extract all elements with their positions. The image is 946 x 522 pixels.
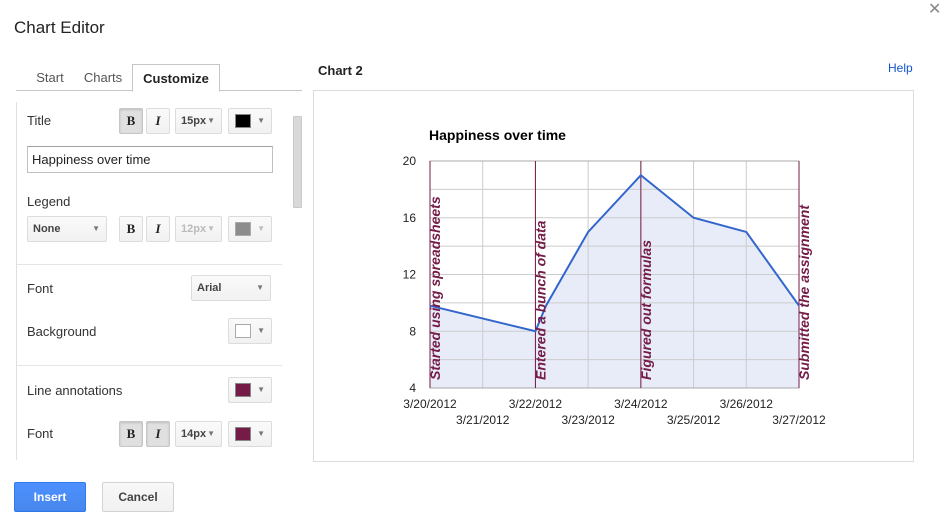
x-tick-label: 3/20/2012 xyxy=(403,397,457,411)
annotation-label: Figured out formulas xyxy=(638,240,654,380)
panel-scrollbar[interactable] xyxy=(293,116,302,208)
annotation-italic-button[interactable]: I xyxy=(146,421,170,447)
x-tick-label: 3/24/2012 xyxy=(614,397,668,411)
chart-title: Happiness over time xyxy=(429,127,566,143)
chart-preview: 4 8 12 16 20 3/20/2012 3/21/2012 3/22/2012 3/23/… xyxy=(313,90,914,462)
cancel-button[interactable]: Cancel xyxy=(102,482,174,512)
legend-bold-button[interactable]: B xyxy=(119,216,143,242)
title-label: Title xyxy=(27,113,52,128)
annotation-size-value: 14px xyxy=(181,428,207,440)
legend-size-dropdown[interactable]: 12px ▼ xyxy=(175,216,222,242)
annotation-label: Submitted the assignment xyxy=(796,204,812,380)
x-tick-label: 3/26/2012 xyxy=(720,397,774,411)
title-bold-button[interactable]: B xyxy=(119,108,143,134)
chevron-down-icon: ▼ xyxy=(256,283,264,292)
chart-name: Chart 2 xyxy=(318,63,363,78)
font-family-dropdown[interactable]: Arial ▼ xyxy=(191,275,271,301)
chart-svg: 4 8 12 16 20 3/20/2012 3/21/2012 3/22/2012 3/23/… xyxy=(403,127,826,427)
line-annotations-label: Line annotations xyxy=(27,383,123,398)
y-tick-label: 4 xyxy=(409,381,416,395)
legend-italic-button[interactable]: I xyxy=(146,216,170,242)
title-size-value: 15px xyxy=(181,115,207,127)
tab-charts[interactable]: Charts xyxy=(83,70,123,85)
legend-color-swatch xyxy=(235,222,251,236)
legend-size-value: 12px xyxy=(181,223,207,235)
help-link[interactable]: Help xyxy=(888,61,913,75)
y-tick-label: 20 xyxy=(403,154,417,168)
background-color-picker[interactable]: ▼ xyxy=(228,318,272,344)
insert-button[interactable]: Insert xyxy=(14,482,86,512)
legend-color-picker[interactable]: ▼ xyxy=(228,216,272,242)
chevron-down-icon: ▼ xyxy=(207,116,215,125)
legend-position-dropdown[interactable]: None ▼ xyxy=(27,216,107,242)
annotation-color-swatch xyxy=(235,427,251,441)
chevron-down-icon: ▼ xyxy=(257,116,265,125)
x-tick-label: 3/22/2012 xyxy=(509,397,563,411)
editor-tabs: Start Charts Customize xyxy=(16,64,302,92)
close-icon[interactable]: ✕ xyxy=(928,1,942,18)
annotation-color-picker[interactable]: ▼ xyxy=(228,421,272,447)
series-area xyxy=(430,175,799,388)
font-family-value: Arial xyxy=(197,282,222,294)
y-tick-label: 8 xyxy=(409,324,416,338)
line-annotations-color-picker[interactable]: ▼ xyxy=(228,377,272,403)
y-tick-label: 12 xyxy=(403,268,417,282)
line-annotations-color-swatch xyxy=(235,383,251,397)
annotation-size-dropdown[interactable]: 14px ▼ xyxy=(175,421,222,447)
chevron-down-icon: ▼ xyxy=(207,224,215,233)
annotation-label: Entered a bunch of data xyxy=(532,220,548,380)
font-label: Font xyxy=(27,281,54,296)
title-color-swatch xyxy=(235,114,251,128)
annotation-font-label: Font xyxy=(27,426,54,441)
chevron-down-icon: ▼ xyxy=(257,224,265,233)
chevron-down-icon: ▼ xyxy=(92,224,100,233)
x-tick-label: 3/25/2012 xyxy=(667,413,721,427)
legend-label: Legend xyxy=(27,194,71,209)
x-tick-label: 3/23/2012 xyxy=(561,413,615,427)
chevron-down-icon: ▼ xyxy=(257,326,265,335)
title-size-dropdown[interactable]: 15px ▼ xyxy=(175,108,222,134)
chart-title-input[interactable] xyxy=(27,146,273,173)
background-label: Background xyxy=(27,324,97,339)
chevron-down-icon: ▼ xyxy=(257,385,265,394)
y-tick-label: 16 xyxy=(403,211,417,225)
section-divider xyxy=(17,365,282,366)
tab-customize[interactable]: Customize xyxy=(132,64,220,92)
annotation-label: Started using spreadsheets xyxy=(427,196,443,380)
series-line xyxy=(429,173,800,333)
annotation-bold-button[interactable]: B xyxy=(119,421,143,447)
customize-panel: Title B I 15px▼ ▼ Legend None▼ B I 12px▼… xyxy=(16,102,282,460)
tab-start[interactable]: Start xyxy=(36,70,64,85)
x-tick-label: 3/27/2012 xyxy=(772,413,826,427)
section-divider xyxy=(17,264,282,265)
title-color-picker[interactable]: ▼ xyxy=(228,108,272,134)
chevron-down-icon: ▼ xyxy=(207,429,215,438)
x-tick-label: 3/21/2012 xyxy=(456,413,510,427)
legend-position-value: None xyxy=(33,223,61,235)
background-color-swatch xyxy=(235,324,251,338)
dialog-title: Chart Editor xyxy=(14,18,105,37)
chevron-down-icon: ▼ xyxy=(257,429,265,438)
title-italic-button[interactable]: I xyxy=(146,108,170,134)
